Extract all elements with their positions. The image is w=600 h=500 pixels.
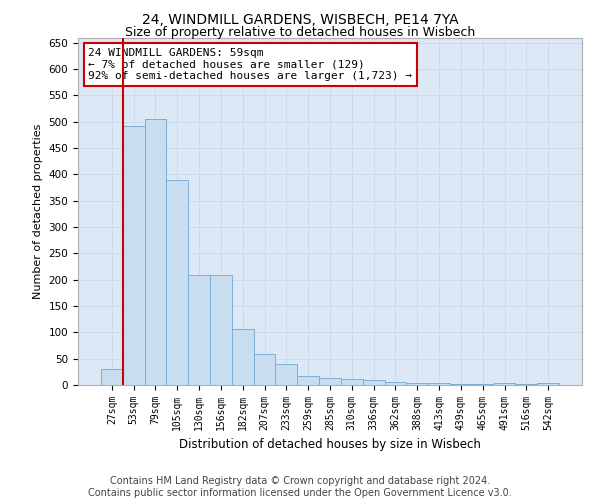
- Bar: [188, 276, 210, 385]
- Bar: [297, 376, 319, 385]
- Bar: [428, 383, 450, 385]
- Y-axis label: Number of detached properties: Number of detached properties: [33, 124, 43, 299]
- Text: 24, WINDMILL GARDENS, WISBECH, PE14 7YA: 24, WINDMILL GARDENS, WISBECH, PE14 7YA: [142, 12, 458, 26]
- X-axis label: Distribution of detached houses by size in Wisbech: Distribution of detached houses by size …: [179, 438, 481, 452]
- Bar: [450, 384, 472, 385]
- Bar: [275, 364, 297, 385]
- Text: Size of property relative to detached houses in Wisbech: Size of property relative to detached ho…: [125, 26, 475, 39]
- Bar: [515, 384, 537, 385]
- Bar: [101, 369, 123, 385]
- Bar: [232, 329, 254, 385]
- Text: Contains HM Land Registry data © Crown copyright and database right 2024.
Contai: Contains HM Land Registry data © Crown c…: [88, 476, 512, 498]
- Bar: [254, 354, 275, 385]
- Bar: [385, 382, 406, 385]
- Bar: [123, 126, 145, 385]
- Text: 24 WINDMILL GARDENS: 59sqm
← 7% of detached houses are smaller (129)
92% of semi: 24 WINDMILL GARDENS: 59sqm ← 7% of detac…: [88, 48, 412, 81]
- Bar: [537, 383, 559, 385]
- Bar: [145, 119, 166, 385]
- Bar: [210, 276, 232, 385]
- Bar: [472, 384, 494, 385]
- Bar: [363, 380, 385, 385]
- Bar: [341, 378, 363, 385]
- Bar: [494, 383, 515, 385]
- Bar: [406, 383, 428, 385]
- Bar: [319, 378, 341, 385]
- Bar: [166, 180, 188, 385]
